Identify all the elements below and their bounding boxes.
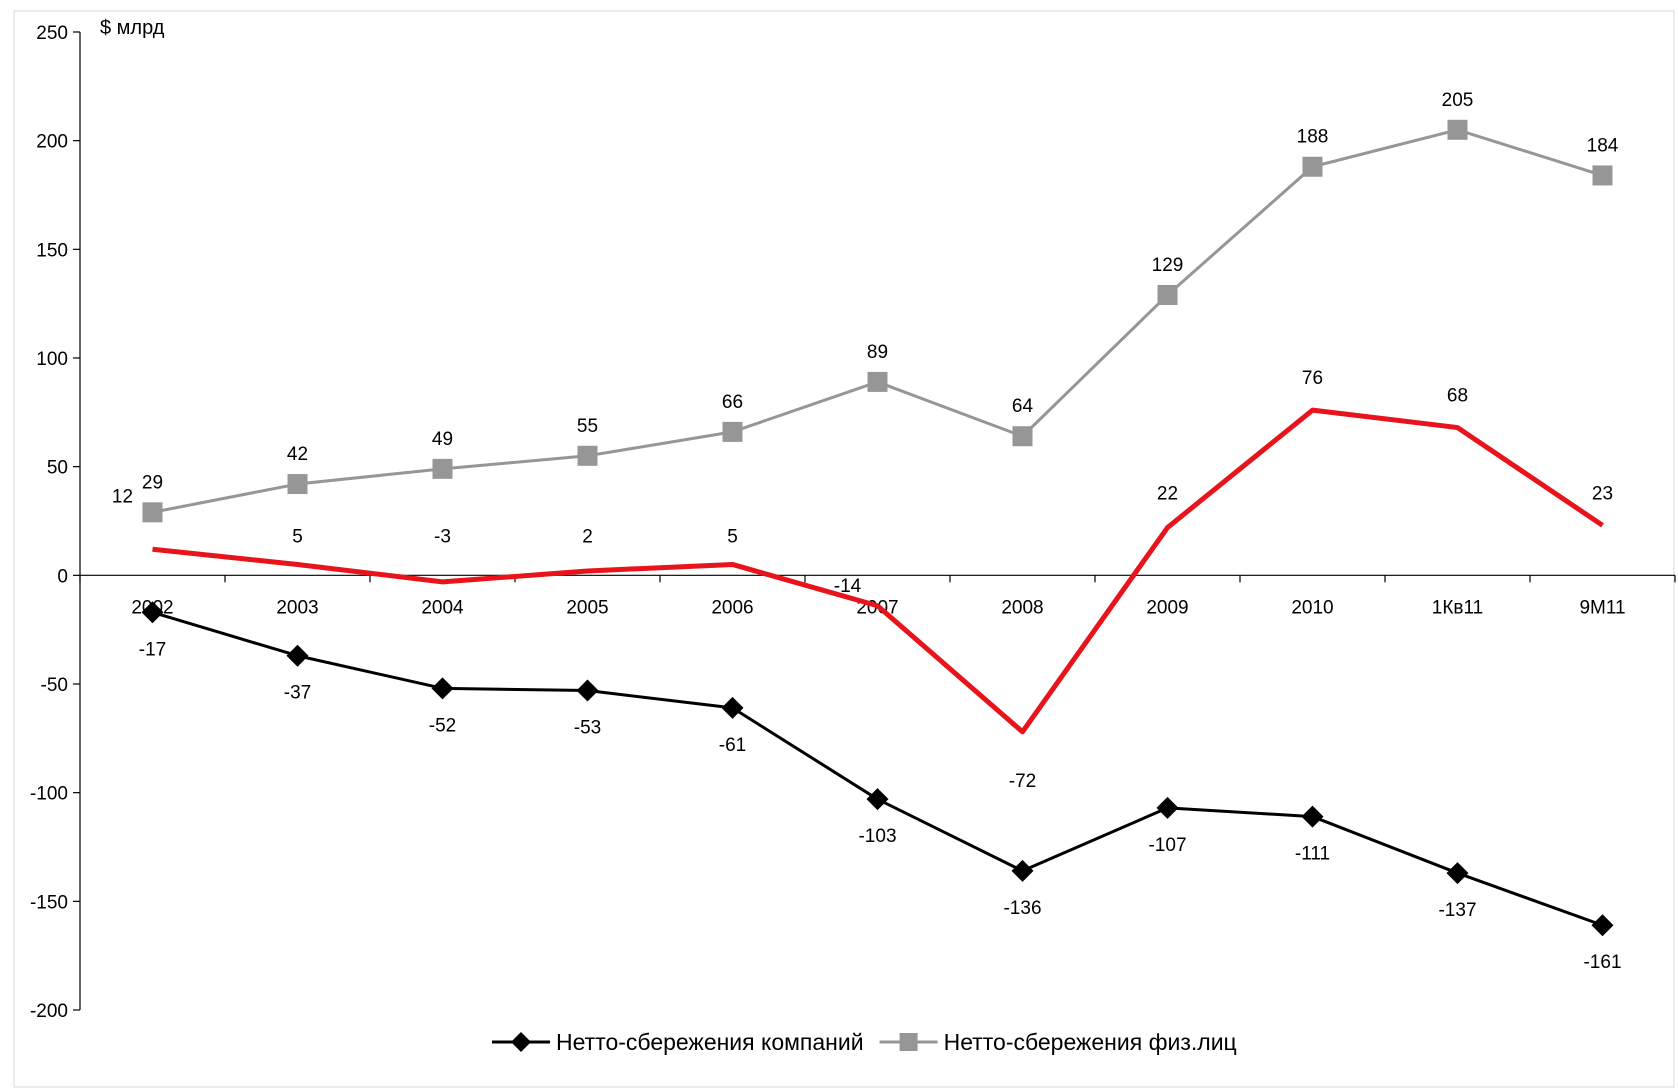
- legend-label: Нетто-сбережения компаний: [556, 1029, 864, 1055]
- data-point-square: [142, 502, 163, 523]
- data-label: 29: [142, 472, 163, 493]
- legend-label: Нетто-сбережения физ.лиц: [944, 1029, 1237, 1055]
- data-label: -52: [429, 715, 456, 736]
- data-point-diamond: [431, 677, 454, 700]
- data-label: -136: [1003, 898, 1041, 919]
- data-point-square: [1012, 426, 1033, 447]
- data-label: -37: [284, 683, 311, 704]
- data-label: 129: [1152, 255, 1184, 276]
- data-label: -53: [574, 718, 601, 739]
- data-label: 184: [1587, 135, 1619, 156]
- data-label: 55: [577, 416, 598, 437]
- data-label: -72: [1009, 771, 1036, 792]
- data-point-diamond: [1591, 914, 1614, 937]
- data-labels: 12 5 -3 2 5 -14 -72 22 76 68 23 29 42 49 55 66 89 64 129 18…: [112, 90, 1622, 973]
- x-tick-label: 2009: [1146, 597, 1188, 618]
- data-label: -137: [1438, 900, 1476, 921]
- y-tick-label: 50: [47, 458, 68, 479]
- x-tick-label: 2005: [566, 597, 608, 618]
- data-point-square: [287, 474, 308, 495]
- data-point-square: [867, 371, 888, 392]
- x-tick-label: 2006: [711, 597, 753, 618]
- data-label: 68: [1447, 386, 1468, 407]
- data-label: -17: [139, 639, 166, 660]
- data-point-diamond: [721, 696, 744, 719]
- x-tick-label: 9М11: [1579, 597, 1625, 618]
- data-point-square: [1302, 156, 1323, 177]
- data-label: -61: [719, 735, 746, 756]
- unit-label: $ млрд: [100, 17, 165, 39]
- series-line-2: [152, 407, 1604, 735]
- data-point-square: [577, 445, 598, 466]
- data-label: 66: [722, 392, 743, 413]
- data-label: 2: [582, 526, 593, 547]
- data-label: 5: [727, 526, 738, 547]
- y-tick-label: 150: [36, 240, 68, 261]
- data-point-square: [1447, 119, 1468, 140]
- data-label: 188: [1297, 127, 1329, 148]
- data-point-diamond: [1301, 805, 1324, 828]
- data-label: 12: [112, 486, 133, 507]
- data-label: -107: [1148, 835, 1186, 856]
- data-label: -103: [858, 826, 896, 847]
- data-point-diamond: [1446, 862, 1469, 885]
- legend: Нетто-сбережения компаний Нетто-сбережени…: [492, 1029, 1237, 1055]
- y-tick-label: -100: [30, 784, 68, 805]
- data-label: 23: [1592, 483, 1613, 504]
- chart-border: [13, 10, 1675, 1088]
- y-tick-label: 200: [36, 132, 68, 153]
- data-point-diamond: [866, 788, 889, 811]
- y-tick-label: 0: [57, 566, 68, 587]
- legend-marker-square: [899, 1033, 918, 1051]
- data-label: -14: [834, 576, 862, 597]
- data-point-square: [722, 421, 743, 442]
- x-tick-label: 2003: [276, 597, 318, 618]
- data-point-diamond: [1011, 859, 1034, 882]
- y-tick-label: -50: [41, 675, 68, 696]
- data-point-diamond: [286, 644, 309, 667]
- y-tick-label: 250: [36, 23, 68, 44]
- data-label: 89: [867, 342, 888, 363]
- data-label: -161: [1583, 952, 1621, 973]
- data-label: 5: [292, 526, 303, 547]
- data-point-square: [432, 458, 453, 479]
- x-tick-label: 2008: [1001, 597, 1043, 618]
- y-tick-label: -200: [30, 1001, 68, 1022]
- data-point-diamond: [576, 679, 599, 702]
- data-label: 22: [1157, 484, 1178, 505]
- series-markers: [141, 119, 1614, 937]
- y-tick-label: -150: [30, 892, 68, 913]
- data-point-square: [1592, 165, 1613, 186]
- data-label: 64: [1012, 396, 1034, 417]
- data-label: 76: [1302, 368, 1323, 389]
- y-tick-label: 100: [36, 349, 68, 370]
- data-label: 42: [287, 444, 308, 465]
- data-point-diamond: [141, 601, 164, 624]
- data-label: -111: [1295, 844, 1330, 865]
- x-tick-label: 2004: [421, 597, 464, 618]
- x-tick-label: 1Кв11: [1432, 597, 1483, 618]
- legend-marker-diamond: [511, 1032, 531, 1052]
- data-label: 205: [1442, 90, 1474, 111]
- data-label: -3: [434, 526, 451, 547]
- data-point-square: [1157, 284, 1178, 305]
- data-label: 49: [432, 429, 453, 450]
- data-point-diamond: [1156, 796, 1179, 819]
- x-tick-label: 2010: [1291, 597, 1333, 618]
